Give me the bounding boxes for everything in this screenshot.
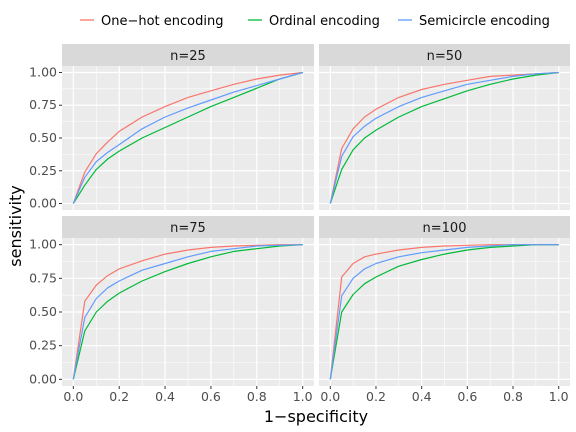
legend-item-semicircle[interactable]: Semicircle encoding: [398, 14, 550, 29]
y-axis-title: sensitivity: [6, 185, 25, 266]
series-line-onehot-n75: [72, 244, 303, 380]
x-tick-label: 0.4: [412, 389, 432, 404]
strip-n50: [319, 44, 570, 66]
y-tick-label: 1.00: [29, 237, 57, 252]
y-tick-label: 0.50: [29, 130, 57, 145]
legend-item-onehot[interactable]: One−hot encoding: [80, 14, 223, 29]
panel-n50: n=50: [319, 44, 570, 210]
x-tick-label: 0.2: [366, 389, 386, 404]
x-tick-label: 0.0: [63, 389, 83, 404]
x-tick-label: 0.8: [247, 389, 267, 404]
series-line-ordinal-n25: [72, 71, 303, 204]
legend: One−hot encoding Ordinal encoding Semici…: [80, 14, 550, 29]
legend-label-ordinal: Ordinal encoding: [269, 14, 380, 29]
panel-n100: n=100 0.0 0.2 0.4 0.6 0.8 1.0: [319, 216, 570, 404]
legend-item-ordinal[interactable]: Ordinal encoding: [248, 14, 380, 29]
strip-label-n25: n=25: [170, 49, 206, 64]
legend-label-onehot: One−hot encoding: [101, 14, 223, 29]
y-tick-label: 0.00: [29, 196, 57, 211]
x-tick-label: 1.0: [293, 389, 313, 404]
x-tick-label: 0.8: [503, 389, 523, 404]
series-line-semicircle-n25: [72, 71, 303, 204]
x-tick-label: 0.0: [320, 389, 340, 404]
strip-n25: [62, 44, 314, 66]
x-axis-title: 1−specificity: [264, 407, 368, 426]
strip-n100: [319, 216, 570, 238]
y-tick-label: 0.00: [29, 371, 57, 386]
series-line-semicircle-n50: [329, 71, 559, 204]
y-tick-label: 0.25: [29, 163, 57, 178]
y-tick-label: 0.75: [29, 270, 57, 285]
series-line-ordinal-n100: [329, 244, 559, 380]
x-tick-label: 0.4: [155, 389, 175, 404]
legend-label-semicircle: Semicircle encoding: [419, 14, 550, 29]
strip-label-n100: n=100: [423, 221, 467, 236]
y-tick-label: 0.25: [29, 338, 57, 353]
x-tick-label: 0.6: [201, 389, 221, 404]
strip-label-n75: n=75: [170, 221, 206, 236]
x-tick-label: 0.2: [109, 389, 129, 404]
strip-label-n50: n=50: [427, 49, 463, 64]
panel-n75: n=75 0.00 0.25 0.50 0.75 1.00 0.0 0.2 0.4 0.6 0.8 1…: [29, 216, 314, 404]
series-line-semicircle-n100: [329, 244, 559, 380]
series-line-semicircle-n75: [72, 244, 303, 380]
series-line-onehot-n25: [72, 71, 303, 204]
series-line-ordinal-n75: [72, 244, 303, 380]
series-line-ordinal-n50: [329, 71, 559, 204]
series-line-onehot-n50: [329, 71, 559, 204]
panel-n25: n=25 0.00 0.25 0.50 0.75 1.00: [29, 44, 314, 211]
facet-panels: n=25 0.00 0.25 0.50 0.75 1.00 n=50 n=75 0.00 0.25…: [29, 44, 570, 404]
y-tick-label: 0.75: [29, 97, 57, 112]
x-tick-label: 1.0: [549, 389, 569, 404]
y-tick-label: 0.50: [29, 304, 57, 319]
x-tick-label: 0.6: [457, 389, 477, 404]
y-tick-label: 1.00: [29, 64, 57, 79]
strip-n75: [62, 216, 314, 238]
